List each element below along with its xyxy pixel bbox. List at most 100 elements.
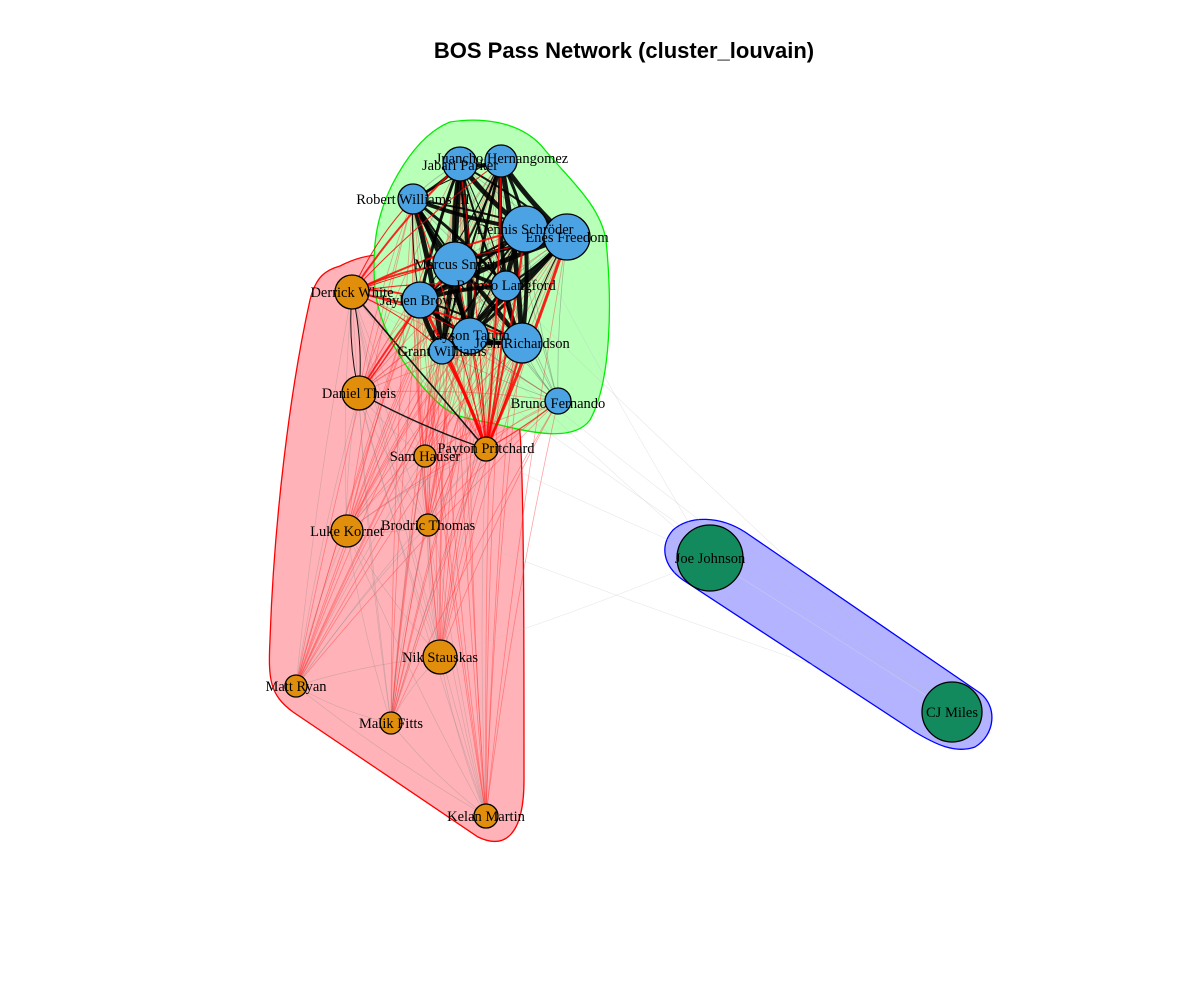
pass-edge xyxy=(295,400,559,687)
pass-edge xyxy=(295,524,429,687)
pass-edge xyxy=(358,390,559,402)
pass-edge xyxy=(346,530,441,658)
pass-edge xyxy=(427,335,471,526)
pass-edge xyxy=(427,524,953,713)
pass-edge xyxy=(390,722,487,817)
pass-edge xyxy=(390,236,568,724)
label-malik-fitts: Malik Fitts xyxy=(359,716,423,732)
pass-edge xyxy=(346,228,526,532)
pass-edge xyxy=(439,448,487,658)
pass-edge xyxy=(424,455,487,817)
pass-edge xyxy=(295,448,487,687)
pass-edge xyxy=(427,236,568,526)
pass-edge xyxy=(295,685,487,817)
node-malik-fitts xyxy=(379,711,403,735)
label-matt-ryan: Matt Ryan xyxy=(265,679,327,695)
pass-edge xyxy=(485,236,568,817)
cluster-hull-blue xyxy=(664,518,993,750)
label-nik-stauskas: Nik Stauskas xyxy=(402,650,478,666)
pass-edge xyxy=(346,530,487,817)
label-bruno-fernando: Bruno Fernando xyxy=(511,396,606,412)
pass-edge xyxy=(295,299,421,687)
node-luke-kornet xyxy=(330,514,364,548)
pass-edge xyxy=(419,299,487,817)
label-romeo-langford: Romeo Langford xyxy=(456,278,556,294)
label-jabari-parker: Jabari Parker xyxy=(422,158,498,174)
label-brodric-thomas: Brodric Thomas xyxy=(381,518,476,534)
pass-edge xyxy=(390,455,426,724)
node-brodric-thomas xyxy=(416,513,440,537)
node-joe-johnson xyxy=(676,524,744,592)
pass-edge xyxy=(441,350,487,817)
pass-edge xyxy=(351,291,429,526)
player-nodes xyxy=(284,144,983,829)
node-payton-pritchard xyxy=(473,436,499,462)
pass-edge xyxy=(439,400,559,658)
node-jayson-tatum xyxy=(451,317,489,355)
pass-edge xyxy=(346,530,392,724)
pass-edge xyxy=(498,160,525,344)
pass-edge xyxy=(390,400,559,724)
pass-edge xyxy=(485,160,502,450)
pass-edge xyxy=(295,198,414,687)
node-jabari-parker xyxy=(442,146,478,182)
pass-edge xyxy=(295,455,426,687)
cluster-hulls xyxy=(268,119,993,842)
pass-edge xyxy=(358,392,441,658)
pass-edge xyxy=(485,285,507,450)
pass-edge xyxy=(390,350,443,724)
pass-edge xyxy=(468,160,503,337)
label-juancho-hernangomez: Juancho Hernangomez xyxy=(436,151,569,167)
pass-edge xyxy=(469,335,711,559)
pass-edge xyxy=(390,448,487,724)
pass-edge xyxy=(410,198,445,352)
pass-edge xyxy=(469,335,487,817)
pass-edge xyxy=(427,350,443,526)
node-nik-stauskas xyxy=(422,639,458,675)
pass-edge xyxy=(439,335,471,658)
pass-edge xyxy=(390,299,421,724)
pass-edge xyxy=(295,342,523,687)
pass-edge xyxy=(412,198,487,450)
pass-edge xyxy=(351,291,487,450)
pass-edge xyxy=(358,392,392,724)
label-enes-freedom: Enes Freedom xyxy=(525,230,609,246)
pass-edge xyxy=(295,291,353,687)
node-derrick-white xyxy=(334,274,370,310)
label-kelan-martin: Kelan Martin xyxy=(447,809,525,825)
pass-edge xyxy=(390,342,523,724)
pass-edge xyxy=(346,400,559,532)
node-cj-miles xyxy=(921,681,983,743)
label-daniel-theis: Daniel Theis xyxy=(322,386,397,402)
label-luke-kornet: Luke Kornet xyxy=(310,524,384,540)
pass-edge xyxy=(709,557,953,713)
player-labels: Juancho Hernangomez Jabari Parker Robert… xyxy=(265,151,978,825)
pass-edge xyxy=(295,530,348,687)
node-jaylen-brown xyxy=(401,281,439,319)
pass-edge xyxy=(417,299,429,526)
pass-edge xyxy=(390,524,429,724)
label-derrick-white: Derrick White xyxy=(310,285,393,301)
pass-edge xyxy=(351,163,461,293)
pass-edge xyxy=(351,291,392,724)
pass-edge xyxy=(439,160,502,658)
pass-edge xyxy=(459,163,487,450)
node-robert-williams-iii xyxy=(397,183,429,215)
pass-edge xyxy=(481,448,487,817)
pass-edge xyxy=(295,160,502,687)
pass-edge xyxy=(412,198,953,713)
pass-edge xyxy=(435,350,443,658)
node-sam-hauser xyxy=(413,444,437,468)
pass-edge xyxy=(424,455,441,658)
pass-edge xyxy=(390,163,461,724)
pass-edge xyxy=(351,291,487,450)
pass-edge xyxy=(295,392,360,687)
label-payton-pritchard: Payton Pritchard xyxy=(437,441,535,457)
node-marcus-smart xyxy=(432,241,478,287)
label-joe-johnson: Joe Johnson xyxy=(675,551,746,567)
node-enes-freedom xyxy=(543,213,591,261)
node-josh-richardson xyxy=(501,322,543,364)
pass-edge xyxy=(439,557,711,658)
label-jaylen-brown: Jaylen Brown xyxy=(380,293,461,309)
